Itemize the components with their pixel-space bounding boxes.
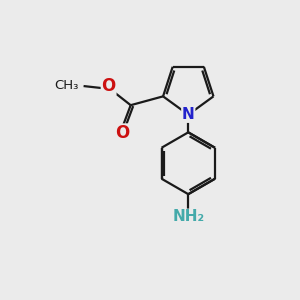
Text: O: O [115,124,129,142]
Text: CH₃: CH₃ [54,79,78,92]
Text: O: O [101,77,116,95]
Text: NH₂: NH₂ [172,209,204,224]
Text: N: N [182,107,195,122]
